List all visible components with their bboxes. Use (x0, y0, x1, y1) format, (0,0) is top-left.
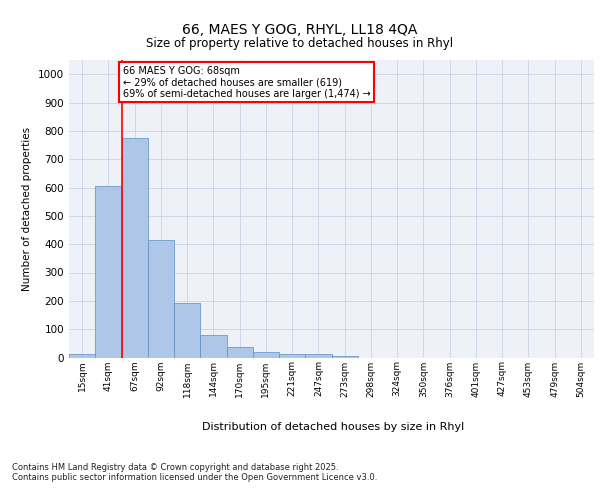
Bar (279, 354, 305, 358)
Bar (227, 348, 253, 358)
Text: Size of property relative to detached houses in Rhyl: Size of property relative to detached ho… (146, 38, 454, 51)
Bar (253, 352, 279, 358)
Bar (121, 138, 148, 358)
Text: Contains HM Land Registry data © Crown copyright and database right 2025.
Contai: Contains HM Land Registry data © Crown c… (12, 462, 377, 482)
Bar (148, 240, 174, 358)
Bar (95, 186, 121, 358)
Bar (69, 354, 95, 358)
Bar (174, 304, 200, 358)
Text: Distribution of detached houses by size in Rhyl: Distribution of detached houses by size … (202, 422, 464, 432)
Text: 66, MAES Y GOG, RHYL, LL18 4QA: 66, MAES Y GOG, RHYL, LL18 4QA (182, 22, 418, 36)
Y-axis label: Number of detached properties: Number of detached properties (22, 126, 32, 291)
Bar (331, 356, 358, 358)
Bar (200, 336, 227, 357)
Bar (305, 354, 331, 358)
Text: 66 MAES Y GOG: 68sqm
← 29% of detached houses are smaller (619)
69% of semi-deta: 66 MAES Y GOG: 68sqm ← 29% of detached h… (123, 66, 371, 99)
